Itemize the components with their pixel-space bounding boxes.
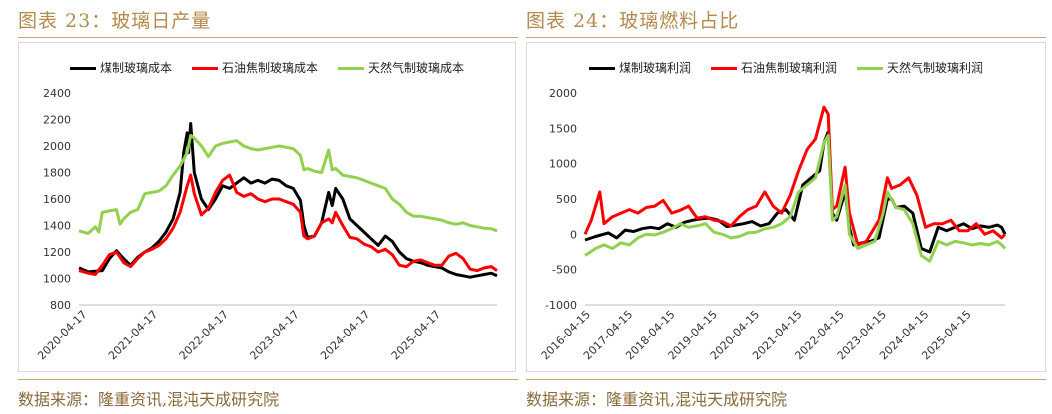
x-tick-label: 2021-04-17	[106, 308, 160, 362]
legend-item: 石油焦制玻璃成本	[191, 59, 318, 76]
y-tick-label: -500	[552, 264, 577, 277]
x-tick-label: 2025-04-17	[389, 308, 443, 362]
source-note: 数据来源：隆重资讯,混沌天成研究院	[526, 390, 788, 409]
legend-label: 煤制玻璃利润	[618, 61, 691, 75]
legend-label: 石油焦制玻璃利润	[740, 61, 837, 75]
chart-title: 图表 23：玻璃日产量	[18, 10, 212, 32]
legend-item: 天然气制玻璃利润	[857, 59, 983, 76]
y-tick-label: 500	[556, 193, 577, 206]
left-panel: 图表 23：玻璃日产量 煤制玻璃成本 石油焦制玻璃成本 天然气制玻璃成本 800 10…	[0, 0, 524, 414]
series-line	[584, 130, 1007, 254]
legend: 煤制玻璃利润 石油焦制玻璃利润 天然气制玻璃利润	[527, 57, 1045, 76]
series-line	[78, 173, 498, 276]
legend-label: 煤制玻璃成本	[99, 61, 172, 75]
series-line	[78, 133, 498, 235]
legend: 煤制玻璃成本 石油焦制玻璃成本 天然气制玻璃成本	[19, 57, 515, 76]
y-tick-label: 1400	[43, 220, 71, 233]
title-divider	[526, 37, 1046, 38]
legend-swatch	[857, 67, 883, 70]
line-chart: 800 1000 1200 1400 1600 1800 2000 2200 2400 2020-…	[35, 87, 498, 362]
legend-item: 石油焦制玻璃利润	[710, 59, 837, 76]
footer-divider	[526, 379, 1046, 380]
title-divider	[18, 37, 518, 38]
y-tick-label: 1000	[549, 158, 577, 171]
y-tick-label: 2400	[43, 87, 71, 100]
chart-frame: 煤制玻璃成本 石油焦制玻璃成本 天然气制玻璃成本 800 1000 1200 1400 16…	[18, 42, 516, 372]
y-tick-label: 1200	[43, 246, 71, 259]
y-tick-label: 1500	[549, 122, 577, 135]
x-tick-label: 2024-04-17	[318, 308, 372, 362]
source-note: 数据来源：隆重资讯,混沌天成研究院	[18, 390, 280, 409]
legend-label: 石油焦制玻璃成本	[221, 61, 318, 75]
y-tick-label: 0	[570, 228, 577, 241]
legend-label: 天然气制玻璃利润	[887, 61, 984, 75]
footer-divider	[18, 379, 518, 380]
series-line	[78, 122, 498, 279]
chart-title: 图表 24：玻璃燃料占比	[526, 10, 740, 32]
y-tick-label: 1800	[43, 167, 71, 180]
right-panel: 图表 24：玻璃燃料占比 煤制玻璃利润 石油焦制玻璃利润 天然气制玻璃利润 -100…	[526, 0, 1052, 414]
chart-frame: 煤制玻璃利润 石油焦制玻璃利润 天然气制玻璃利润 -1000 -500 0 500 1000…	[526, 42, 1046, 372]
legend-item: 煤制玻璃成本	[69, 59, 172, 76]
y-tick-label: 1600	[43, 193, 71, 206]
legend-swatch	[69, 67, 96, 70]
x-tick-label: 2023-04-17	[247, 308, 301, 362]
legend-swatch	[191, 67, 218, 70]
x-tick-label: 2020-04-17	[35, 308, 89, 362]
x-tick-label: 2022-04-17	[177, 308, 231, 362]
legend-item: 煤制玻璃利润	[588, 59, 691, 76]
y-tick-label: -1000	[545, 299, 577, 312]
y-tick-label: 2200	[43, 114, 71, 127]
line-chart: -1000-50005001000150020002016-04-152017-…	[539, 87, 1007, 362]
y-tick-label: 1000	[43, 273, 71, 286]
legend-item: 天然气制玻璃成本	[338, 59, 464, 76]
legend-swatch	[710, 67, 737, 70]
series-line	[583, 105, 1007, 247]
legend-label: 天然气制玻璃成本	[368, 61, 465, 75]
series-line	[584, 133, 1007, 263]
y-tick-label: 800	[50, 299, 71, 312]
y-tick-label: 2000	[549, 87, 577, 100]
y-tick-label: 2000	[43, 140, 71, 153]
legend-swatch	[338, 67, 364, 70]
legend-swatch	[588, 67, 615, 70]
